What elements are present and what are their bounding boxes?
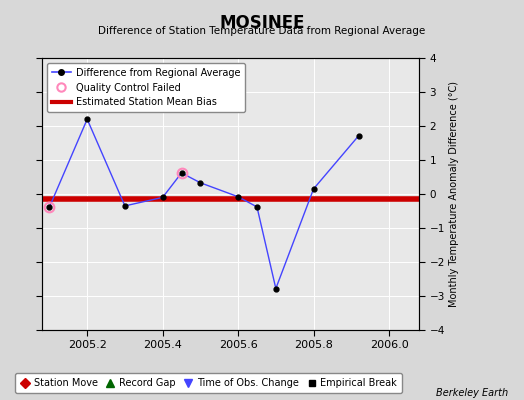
Difference from Regional Average (46, 204, 52, 209)
Difference from Regional Average (235, 194, 241, 199)
Text: Berkeley Earth: Berkeley Earth (436, 388, 508, 398)
Difference from Regional Average (84, 117, 90, 122)
Difference from Regional Average (197, 180, 203, 185)
Quality Control Failed (46, 204, 52, 209)
Text: Difference of Station Temperature Data from Regional Average: Difference of Station Temperature Data f… (99, 26, 425, 36)
Difference from Regional Average (178, 170, 184, 175)
Difference from Regional Average (272, 286, 279, 291)
Difference from Regional Average (310, 186, 316, 191)
Difference from Regional Average (159, 195, 166, 200)
Text: MOSINEE: MOSINEE (219, 14, 305, 32)
Line: Quality Control Failed: Quality Control Failed (45, 168, 187, 212)
Legend: Station Move, Record Gap, Time of Obs. Change, Empirical Break: Station Move, Record Gap, Time of Obs. C… (15, 374, 402, 393)
Line: Difference from Regional Average: Difference from Regional Average (47, 117, 361, 291)
Legend: Difference from Regional Average, Quality Control Failed, Estimated Station Mean: Difference from Regional Average, Qualit… (47, 63, 245, 112)
Difference from Regional Average (254, 204, 260, 209)
Y-axis label: Monthly Temperature Anomaly Difference (°C): Monthly Temperature Anomaly Difference (… (449, 81, 459, 307)
Difference from Regional Average (356, 133, 362, 138)
Quality Control Failed (178, 170, 184, 175)
Difference from Regional Average (122, 204, 128, 208)
